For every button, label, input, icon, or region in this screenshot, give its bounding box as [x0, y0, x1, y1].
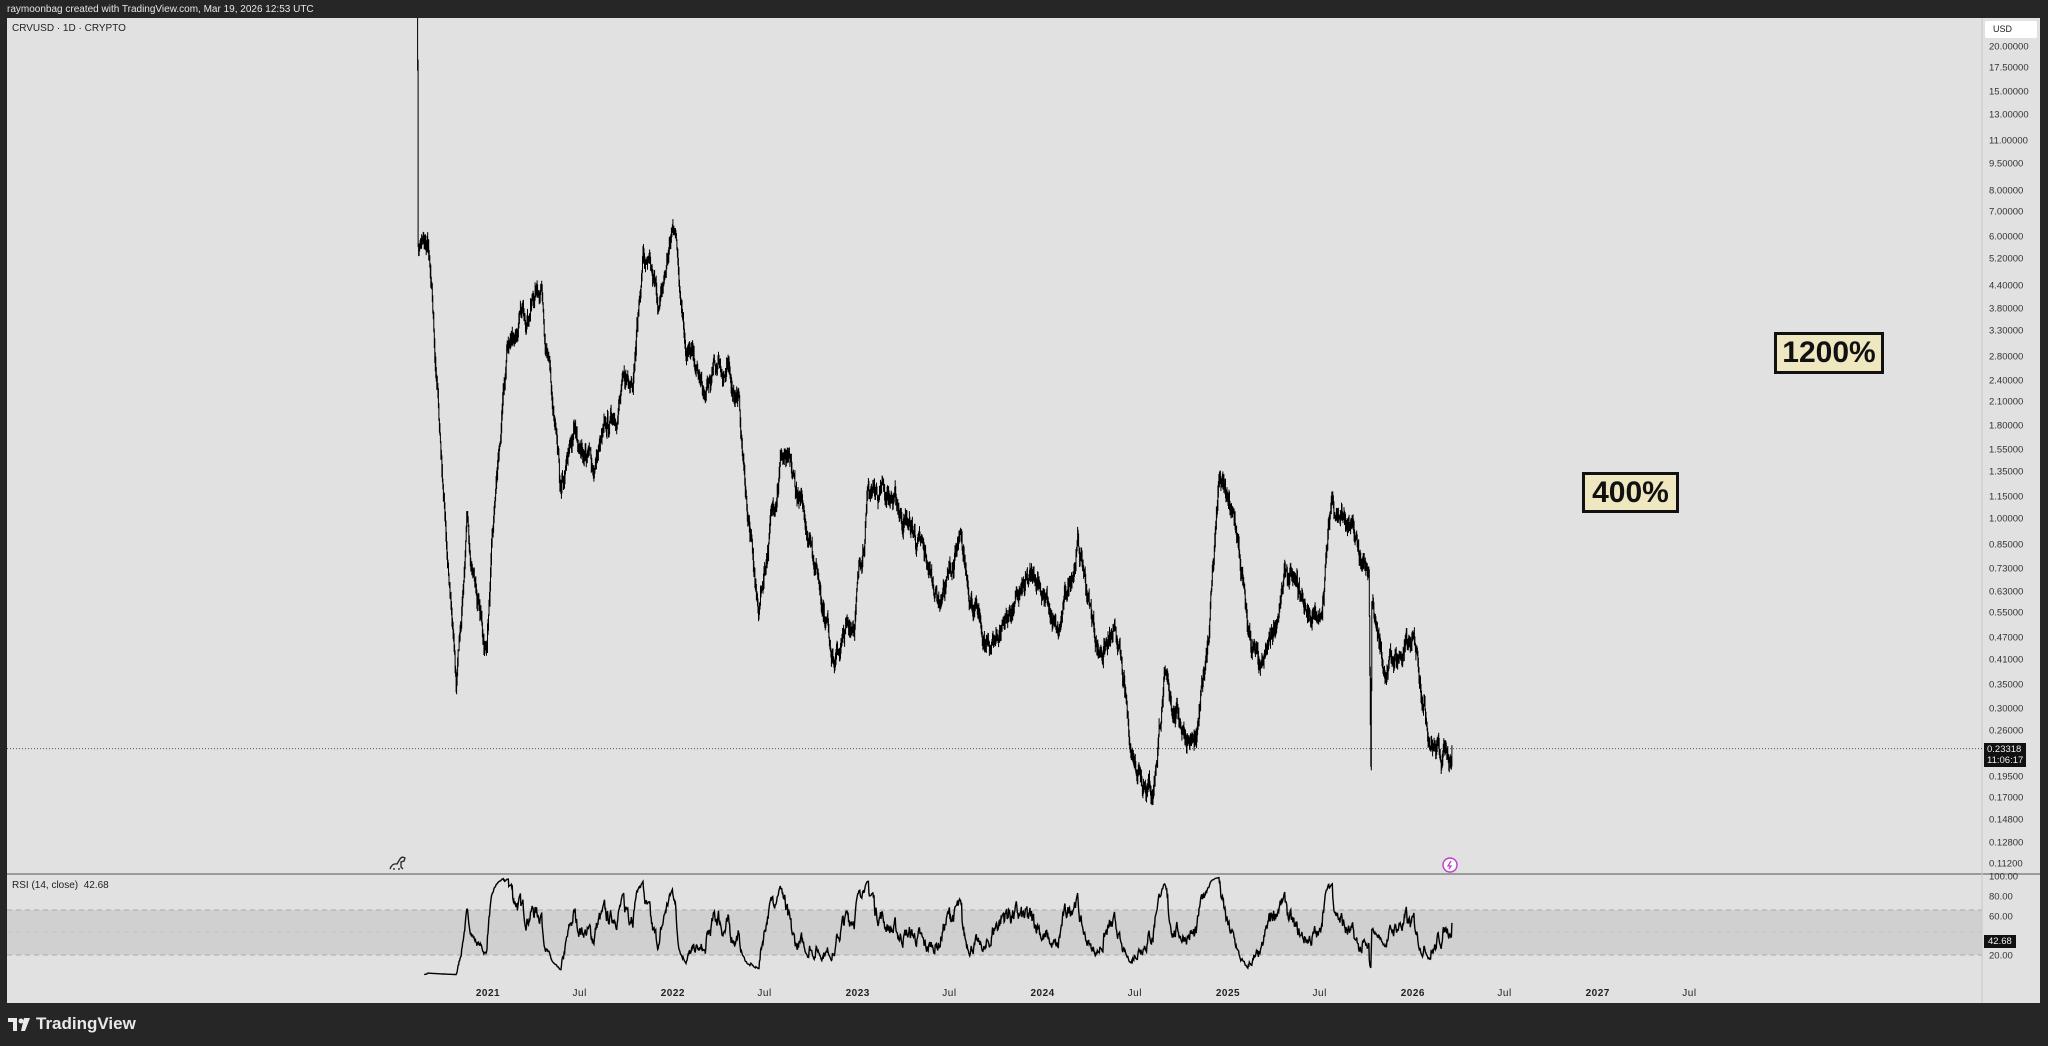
price-tick-label: 0.30000	[1989, 703, 2024, 715]
price-tick-label: 0.17000	[1989, 792, 2024, 804]
price-tick-label: 2.10000	[1989, 396, 2024, 408]
time-tick-label: Jul	[572, 988, 587, 999]
rsi-band	[7, 910, 1982, 955]
price-tick-label: 0.47000	[1989, 632, 2024, 644]
bar-countdown: 11:06:17	[1987, 754, 2024, 766]
rsi-legend: RSI (14, close) 42.68	[12, 880, 109, 891]
rsi-tick-label: 80.00	[1989, 891, 2013, 903]
price-tick-label: 2.40000	[1989, 375, 2024, 387]
time-tick-label: 2024	[1030, 988, 1055, 999]
time-tick-label: Jul	[1682, 988, 1697, 999]
price-series	[417, 18, 1453, 806]
rsi-value-badge: 42.68	[1984, 935, 2016, 948]
price-tick-label: 15.00000	[1989, 86, 2029, 98]
price-tick-label: 17.50000	[1989, 62, 2029, 74]
price-tick-label: 5.20000	[1989, 253, 2024, 265]
time-tick-label: 2022	[660, 988, 685, 999]
price-tick-label: 0.55000	[1989, 607, 2024, 619]
annotation-400[interactable]: 400%	[1582, 472, 1679, 513]
price-tick-label: 0.63000	[1989, 586, 2024, 598]
tradingview-logo[interactable]: TradingView	[8, 1014, 136, 1034]
time-tick-label: Jul	[1497, 988, 1512, 999]
time-tick-label: Jul	[1127, 988, 1142, 999]
price-tick-label: 0.26000	[1989, 725, 2024, 737]
chart-panel[interactable]	[7, 18, 2040, 1003]
last-price-value: 0.23318	[1987, 743, 2022, 755]
price-tick-label: 3.80000	[1989, 303, 2024, 315]
price-tick-label: 1.15000	[1989, 491, 2024, 503]
symbol-label: CRVUSD · 1D · CRYPTO	[12, 23, 126, 34]
time-tick-label: 2025	[1215, 988, 1241, 999]
time-tick-label: 2021	[475, 988, 501, 999]
price-tick-label: 20.00000	[1989, 41, 2029, 53]
price-tick-label: 4.40000	[1989, 280, 2024, 292]
time-tick-label: 2027	[1585, 988, 1610, 999]
dinosaur-icon[interactable]	[389, 856, 406, 870]
lightning-icon[interactable]	[1442, 857, 1458, 873]
rsi-series	[423, 876, 1453, 976]
price-tick-label: 0.73000	[1989, 563, 2024, 575]
price-tick-label: 7.00000	[1989, 206, 2024, 218]
time-tick-label: Jul	[757, 988, 772, 999]
rsi-tick-label: 100.00	[1989, 871, 2019, 883]
rsi-value: 42.68	[83, 880, 109, 891]
price-tick-label: 8.00000	[1989, 185, 2024, 197]
attribution-bar: raymoonbag created with TradingView.com,…	[7, 4, 314, 15]
price-tick-label: 3.30000	[1989, 325, 2024, 337]
price-tick-label: 0.85000	[1989, 539, 2024, 551]
price-tick-label: 0.35000	[1989, 679, 2024, 691]
price-tick-label: 0.19500	[1989, 771, 2024, 783]
rsi-name: RSI (14, close)	[12, 880, 79, 891]
price-tick-label: 1.00000	[1989, 513, 2024, 525]
price-tick-label: 11.00000	[1989, 135, 2028, 147]
price-tick-label: 0.14800	[1989, 814, 2024, 826]
rsi-tick-label: 20.00	[1989, 950, 2013, 962]
price-tick-label: 0.11200	[1989, 858, 2023, 870]
time-tick-label: Jul	[1312, 988, 1327, 999]
price-tick-label: 6.00000	[1989, 231, 2024, 243]
tradingview-logo-icon	[8, 1017, 30, 1031]
price-tick-label: 0.41000	[1989, 654, 2024, 666]
price-tick-label: 0.12800	[1989, 837, 2024, 849]
price-tick-label: 1.55000	[1989, 444, 2024, 456]
time-tick-label: 2023	[845, 988, 870, 999]
price-tick-label: 13.00000	[1989, 109, 2029, 121]
rsi-tick-label: 60.00	[1989, 911, 2013, 922]
annotation-1200[interactable]: 1200%	[1774, 332, 1884, 374]
price-tick-label: 9.50000	[1989, 158, 2024, 170]
time-tick-label: 2026	[1400, 988, 1425, 999]
price-tick-label: 2.80000	[1989, 351, 2024, 363]
time-tick-label: Jul	[942, 988, 957, 999]
currency-selector[interactable]: USD	[1985, 21, 2037, 38]
price-tick-label: 1.35000	[1989, 466, 2024, 478]
price-tick-label: 1.80000	[1989, 420, 2024, 432]
brand-name: TradingView	[36, 1014, 136, 1033]
last-price-badge: 0.23318 11:06:17	[1984, 742, 2027, 767]
